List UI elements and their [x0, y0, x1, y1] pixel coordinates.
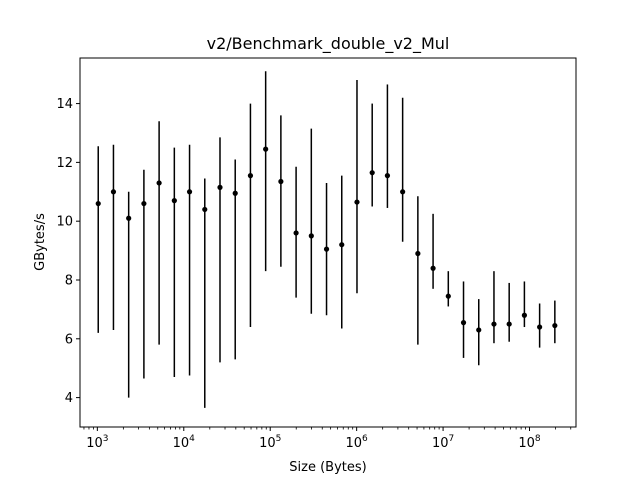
data-point-6: [186, 189, 193, 195]
data-point-4: [156, 180, 162, 186]
data-point-21: [415, 250, 421, 257]
y-axis-ticks: 4 6 8 10 12 14: [56, 97, 80, 406]
data-point-22: [430, 265, 436, 271]
data-point-26: [491, 321, 497, 327]
data-point-17: [354, 199, 360, 205]
data-point-30: [552, 322, 558, 329]
data-point-12: [278, 178, 284, 185]
y-tick-label-2: 8: [65, 273, 73, 288]
data-point-27: [506, 321, 512, 327]
data-point-20: [400, 189, 406, 195]
data-point-0: [95, 200, 101, 207]
y-axis-label: GBytes/s: [33, 213, 48, 271]
data-point-10: [247, 173, 254, 179]
plot-frame: [79, 57, 577, 428]
data-point-19: [384, 173, 391, 179]
x-tick-label-1: 104: [173, 434, 196, 451]
x-tick-label-5: 108: [518, 434, 541, 451]
y-tick-label-1: 6: [65, 332, 73, 347]
plot-marks: [95, 71, 558, 408]
y-tick-label-0: 4: [65, 391, 73, 406]
data-point-15: [323, 246, 330, 252]
x-tick-label-2: 105: [259, 434, 281, 451]
data-point-5: [171, 198, 177, 204]
x-axis-ticks: 103 104 105 106 107 108: [83, 427, 572, 451]
chart-title: v2/Benchmark_double_v2_Mul: [207, 34, 450, 54]
data-point-28: [521, 312, 528, 318]
data-point-25: [476, 327, 482, 333]
y-tick-label-3: 10: [56, 215, 73, 230]
data-point-16: [339, 242, 345, 248]
data-point-3: [141, 200, 147, 207]
x-tick-label-4: 107: [432, 434, 454, 451]
data-point-13: [293, 230, 299, 236]
data-point-8: [217, 184, 223, 190]
data-point-18: [369, 170, 375, 176]
data-point-24: [460, 320, 467, 326]
data-point-11: [263, 146, 269, 152]
data-point-14: [308, 233, 314, 239]
data-point-1: [110, 189, 117, 195]
x-tick-label-3: 106: [346, 434, 369, 451]
data-point-7: [202, 206, 208, 213]
data-point-2: [126, 215, 132, 221]
y-tick-label-5: 14: [56, 97, 73, 112]
data-point-9: [232, 190, 238, 196]
data-point-23: [445, 293, 451, 299]
x-axis-label: Size (Bytes): [289, 460, 366, 475]
data-point-29: [537, 324, 543, 330]
x-tick-label-0: 103: [86, 434, 108, 451]
y-tick-label-4: 12: [56, 156, 73, 171]
